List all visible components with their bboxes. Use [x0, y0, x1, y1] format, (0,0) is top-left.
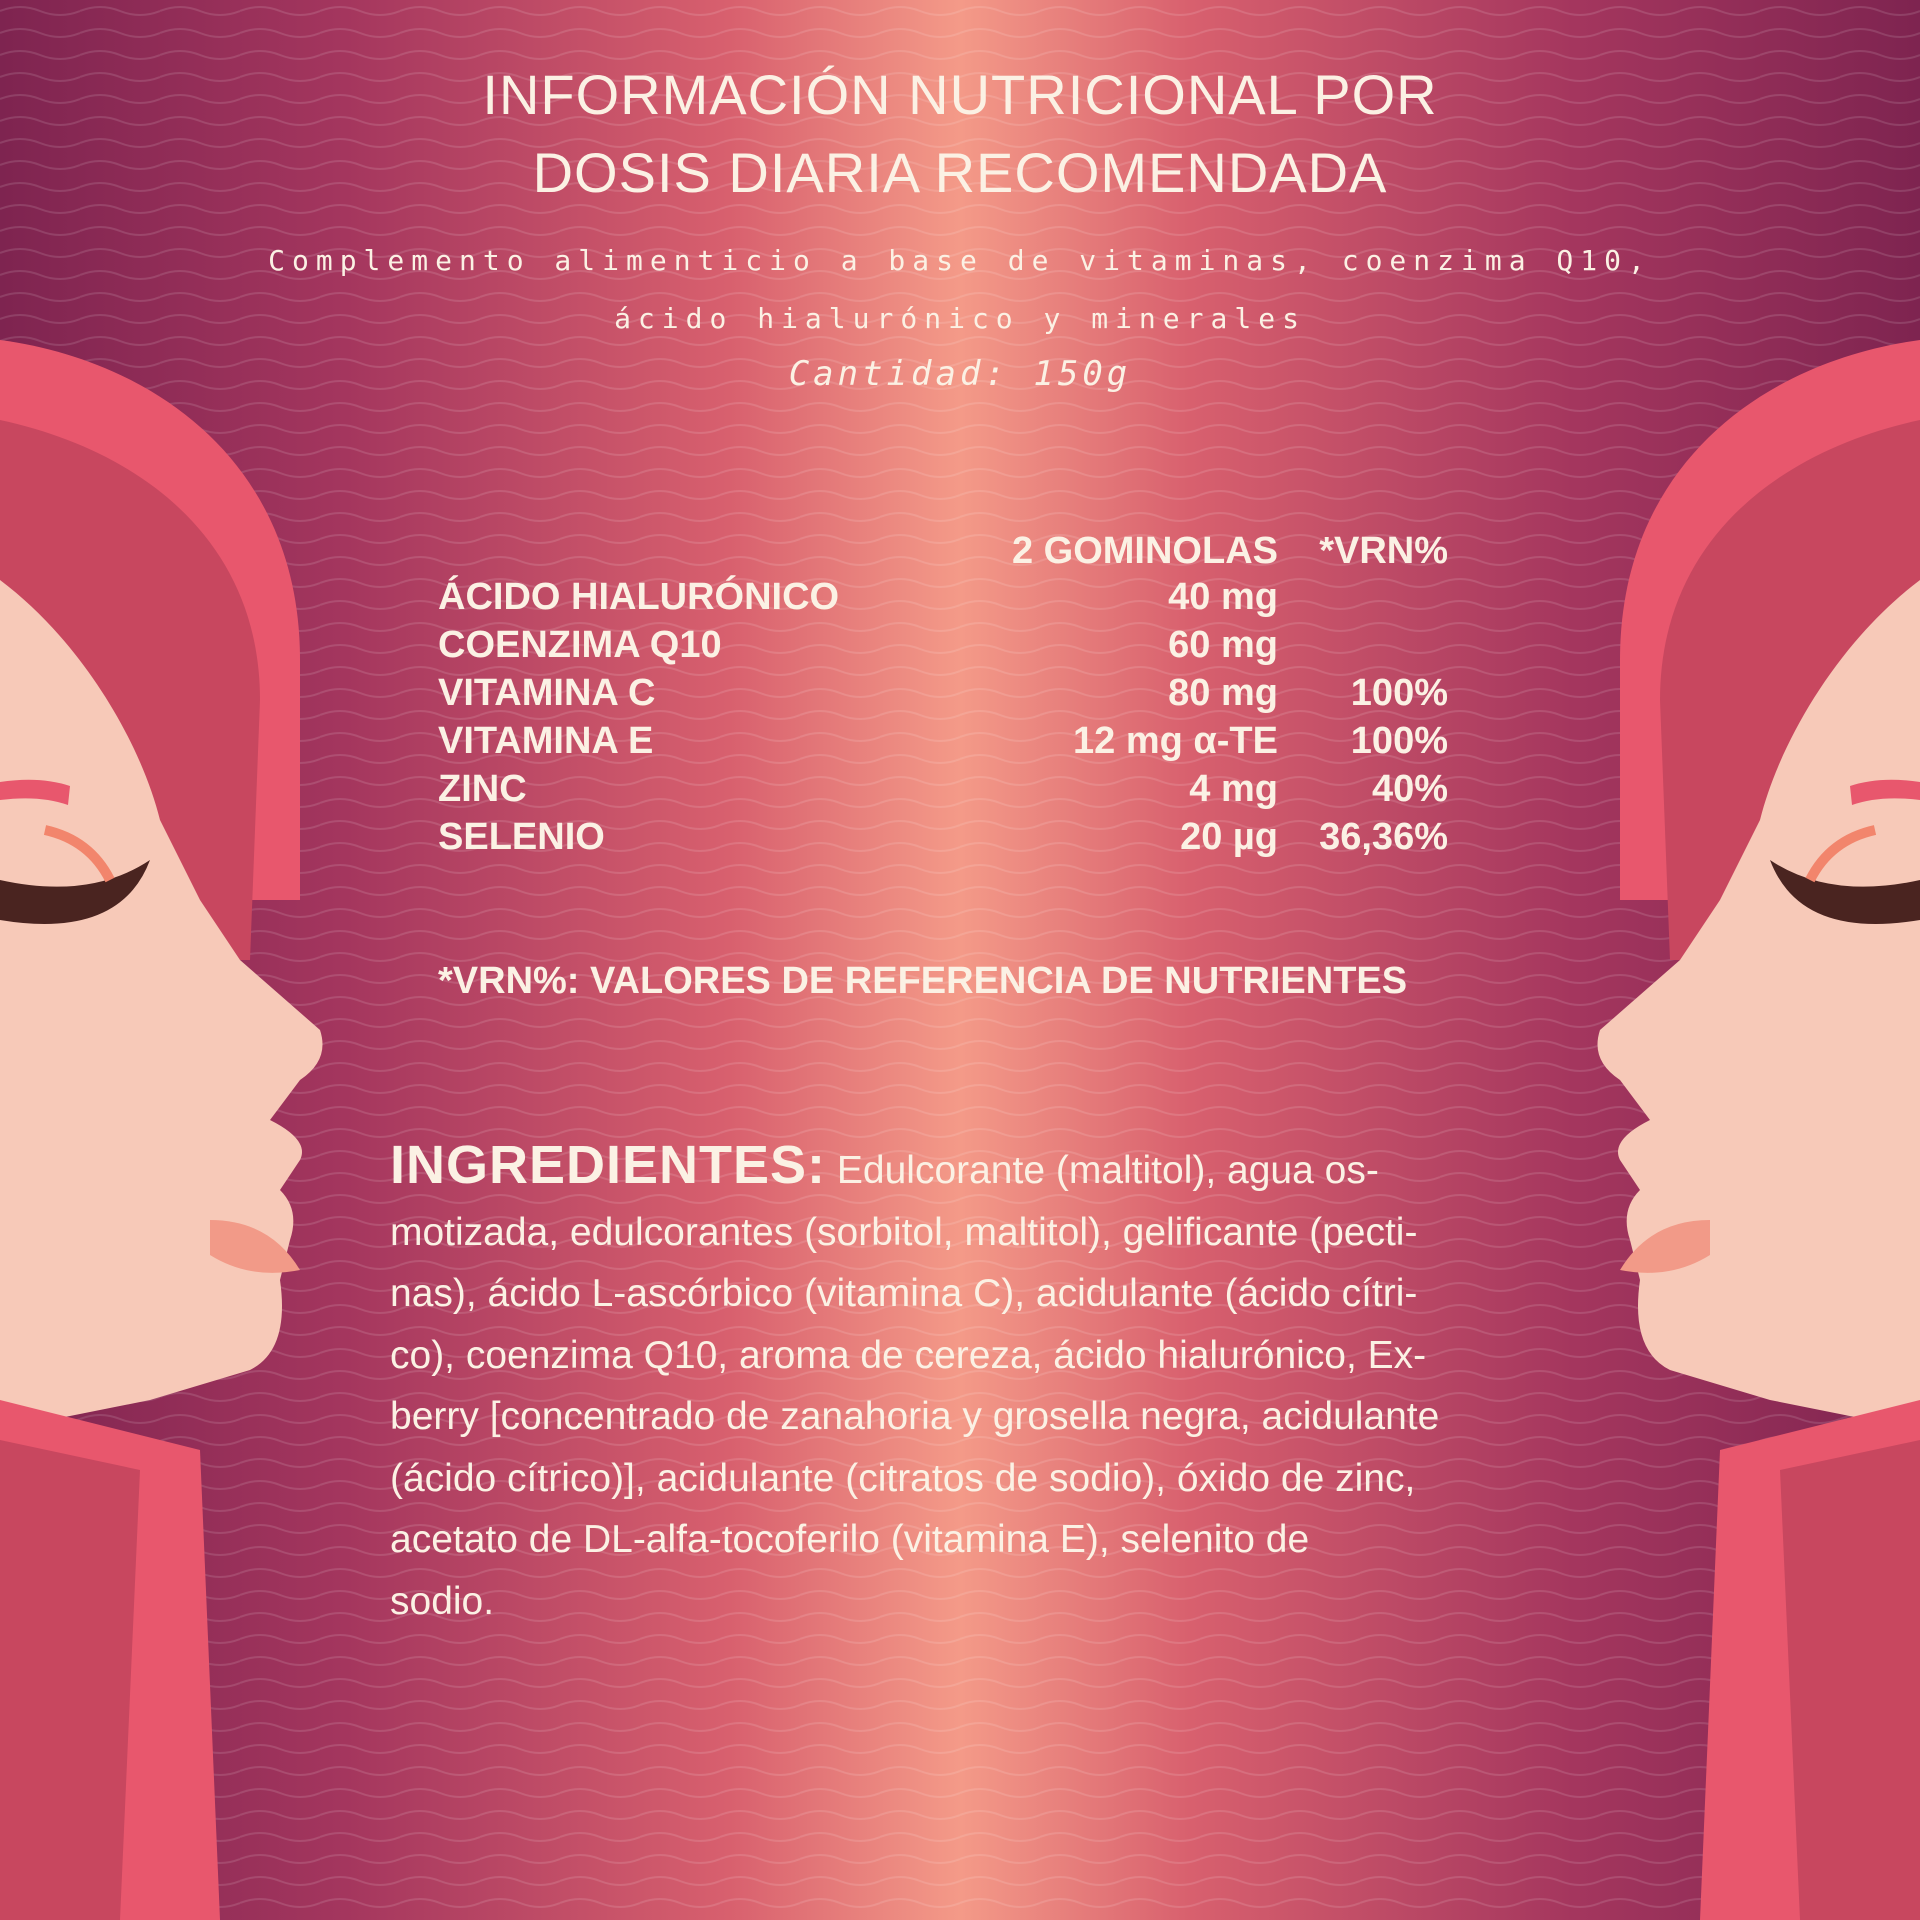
table-row: ZINC 4 mg 40%	[438, 768, 1448, 814]
woman-profile-illustration-left	[0, 340, 323, 1920]
table-row: VITAMINA E 12 mg α-TE 100%	[438, 720, 1448, 766]
nutrient-amount: 12 mg α-TE	[1073, 720, 1278, 762]
ingredients-line: motizada, edulcorantes (sorbitol, maltit…	[390, 1210, 1418, 1254]
nutrient-vrn: 100%	[1350, 672, 1448, 714]
vrn-footnote: *VRN%: VALORES DE REFERENCIA DE NUTRIENT…	[438, 960, 1408, 1002]
ingredients-line: berry [concentrado de zanahoria y grosel…	[390, 1395, 1440, 1438]
table-header: 2 GOMINOLAS *VRN%	[438, 530, 1448, 576]
nutrient-vrn: 36,36%	[1319, 816, 1448, 858]
nutrient-name: SELENIO	[438, 816, 605, 858]
ingredients-line: (ácido cítrico)], acidulante (citratos d…	[390, 1456, 1416, 1500]
nutrient-vrn: 100%	[1350, 720, 1448, 762]
nutrient-name: VITAMINA C	[438, 672, 656, 714]
nutrient-vrn: 40%	[1371, 768, 1448, 810]
ingredients-line: nas), ácido L-ascórbico (vitamina C), ac…	[390, 1272, 1418, 1315]
nutrient-amount: 20 µg	[1180, 816, 1278, 858]
quantity: Cantidad: 150g	[788, 354, 1132, 394]
nutrient-amount: 4 mg	[1189, 768, 1278, 810]
header-amount: 2 GOMINOLAS	[1011, 530, 1278, 572]
ingredients-line: co), coenzima Q10, aroma de cereza, ácid…	[390, 1333, 1427, 1377]
nutrient-amount: 60 mg	[1168, 624, 1278, 666]
table-row: VITAMINA C 80 mg 100%	[438, 672, 1448, 718]
ingredients-line: Edulcorante (maltitol), agua os-	[826, 1149, 1379, 1192]
ingredients-line: sodio.	[390, 1579, 495, 1623]
nutrient-name: COENZIMA Q10	[438, 624, 722, 666]
ingredients-text: INGREDIENTES: Edulcorante (maltitol), ag…	[390, 1135, 1590, 1632]
header-vrn: *VRN%	[1319, 530, 1448, 572]
table-row: SELENIO 20 µg 36,36%	[438, 816, 1448, 862]
nutrient-amount: 40 mg	[1168, 576, 1278, 618]
ingredients-label: INGREDIENTES:	[390, 1135, 827, 1195]
subtitle-line-2: ácido hialurónico y minerales	[614, 302, 1306, 335]
table-row: COENZIMA Q10 60 mg	[438, 624, 1448, 670]
subtitle-line-1: Complemento alimenticio a base de vitami…	[268, 244, 1652, 277]
ingredients-line: acetato de DL-alfa-tocoferilo (vitamina …	[390, 1518, 1310, 1561]
nutrient-name: VITAMINA E	[438, 720, 654, 762]
title-line-2: DOSIS DIARIA RECOMENDADA	[532, 141, 1388, 204]
nutrient-name: ÁCIDO HIALURÓNICO	[438, 576, 840, 618]
nutrient-amount: 80 mg	[1168, 672, 1278, 714]
table-row: ÁCIDO HIALURÓNICO 40 mg	[438, 576, 1448, 622]
nutrient-name: ZINC	[438, 768, 527, 810]
woman-profile-illustration-right	[1597, 340, 1920, 1920]
title-line-1: INFORMACIÓN NUTRICIONAL POR	[482, 63, 1438, 126]
